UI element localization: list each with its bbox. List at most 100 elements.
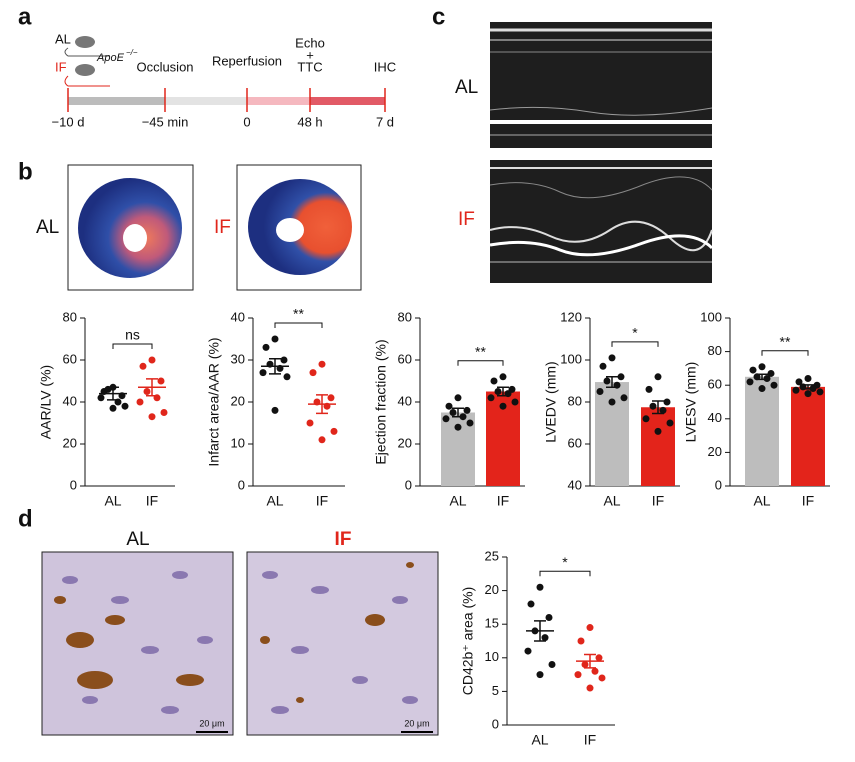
data-point	[763, 374, 771, 382]
x-tick-label: AL	[449, 493, 466, 509]
time: 48 h	[297, 114, 322, 129]
data-point	[645, 385, 653, 393]
data-point	[527, 600, 535, 608]
lumen	[123, 224, 147, 252]
data-point	[608, 398, 616, 406]
data-point	[114, 398, 122, 406]
significance-label: **	[780, 333, 791, 349]
data-point	[449, 409, 457, 416]
data-point	[330, 427, 338, 435]
data-point	[586, 684, 594, 692]
data-point	[758, 385, 766, 393]
data-point	[595, 654, 603, 662]
time: 0	[243, 114, 250, 129]
significance-bracket	[611, 341, 659, 347]
data-point	[136, 398, 144, 406]
event: +	[306, 47, 314, 62]
timeline-segment	[310, 97, 385, 105]
time: 7 d	[376, 114, 394, 129]
image-label: AL	[455, 77, 478, 98]
data-point	[746, 378, 754, 386]
data-point	[799, 383, 807, 391]
data-point	[548, 661, 556, 669]
y-tick-label: 120	[560, 309, 582, 324]
y-tick-label: 80	[63, 309, 77, 324]
significance-bracket	[457, 360, 504, 366]
data-point	[499, 373, 507, 381]
histology-image	[246, 551, 439, 736]
x-tick-label: IF	[497, 493, 509, 509]
data-point	[262, 343, 270, 351]
significance-bracket	[274, 322, 323, 328]
data-point	[313, 398, 321, 406]
data-point	[466, 419, 474, 427]
data-point	[487, 394, 495, 402]
data-point	[591, 667, 599, 675]
group-label: AL	[55, 31, 71, 46]
data-point	[577, 637, 585, 645]
x-tick-label: IF	[584, 732, 596, 748]
data-point	[318, 360, 326, 368]
data-point	[603, 377, 611, 385]
significance-label: **	[293, 306, 304, 322]
error-bar	[584, 653, 596, 669]
error-bar	[269, 357, 281, 375]
y-tick-label: 100	[700, 309, 722, 324]
y-tick-label: 0	[70, 477, 77, 492]
data-point	[531, 627, 539, 635]
group-label: IF	[55, 59, 67, 74]
time: −45 min	[142, 114, 189, 129]
error-bar	[316, 394, 328, 415]
y-tick-label: 15	[485, 616, 499, 631]
panel-letter: d	[18, 505, 33, 532]
data-point	[536, 583, 544, 591]
y-tick-label: 40	[708, 410, 722, 425]
data-point	[749, 366, 757, 374]
data-point	[148, 413, 156, 421]
timeline-segment	[165, 97, 247, 105]
data-point	[499, 402, 507, 410]
data-point	[445, 402, 453, 410]
data-point	[524, 647, 532, 655]
image-label: AL	[126, 529, 149, 550]
mouse-icon	[75, 36, 95, 48]
data-point	[306, 419, 314, 427]
event: Reperfusion	[212, 53, 282, 68]
y-tick-label: 60	[63, 351, 77, 366]
y-tick-label: 0	[492, 716, 499, 731]
data-point	[318, 436, 326, 444]
data-point	[276, 364, 284, 372]
data-point	[327, 394, 335, 402]
data-point	[148, 356, 156, 364]
y-tick-label: 20	[398, 435, 412, 450]
y-tick-label: 80	[568, 393, 582, 408]
timeline-segment	[68, 97, 165, 105]
timeline-ticks	[67, 88, 386, 112]
x-tick-label: IF	[316, 493, 328, 509]
data-point	[654, 427, 662, 435]
data-point	[598, 674, 606, 682]
y-tick-label: 80	[398, 309, 412, 324]
y-axis-label: AAR/LV (%)	[38, 365, 54, 439]
error-bar	[534, 620, 546, 642]
data-point	[160, 409, 168, 416]
data-point	[494, 388, 502, 395]
x-tick-label: AL	[603, 493, 620, 509]
data-point	[541, 634, 549, 642]
x-tick-label: AL	[753, 493, 770, 509]
bar	[745, 376, 779, 486]
strain-sup: −/−	[126, 48, 138, 57]
data-point	[271, 406, 279, 414]
data-point	[157, 377, 165, 385]
data-point	[143, 388, 151, 395]
data-point	[454, 423, 462, 431]
image-label: IF	[335, 529, 352, 550]
x-tick-label: IF	[802, 493, 814, 509]
y-axis-label: Infarct area/AAR (%)	[206, 337, 222, 466]
significance-label: **	[475, 344, 486, 360]
echo-lines	[489, 28, 713, 136]
y-tick-label: 40	[568, 477, 582, 492]
data-point	[574, 671, 582, 679]
y-tick-label: 40	[398, 393, 412, 408]
